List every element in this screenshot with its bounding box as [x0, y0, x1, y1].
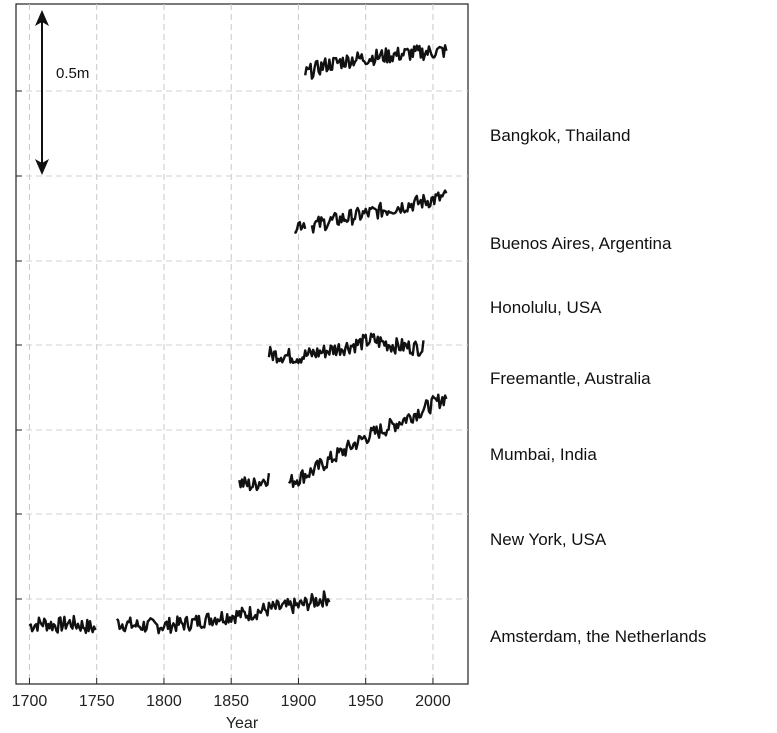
x-tick-label: 1900: [281, 693, 317, 710]
series-label: Freemantle, Australia: [490, 369, 651, 388]
scale-arrow-up-icon: [35, 10, 49, 26]
gridlines: [16, 4, 468, 684]
x-tick-label: 1950: [348, 693, 384, 710]
series-label: Honolulu, USA: [490, 298, 602, 317]
series-line: [267, 332, 425, 365]
x-axis-title: Year: [226, 715, 259, 732]
scale-bar-label: 0.5m: [56, 65, 89, 82]
scale-arrow-down-icon: [35, 159, 49, 175]
series-label: Buenos Aires, Argentina: [490, 234, 672, 253]
series-line: [287, 393, 448, 489]
series-label: Mumbai, India: [490, 445, 597, 464]
series-line: [238, 473, 271, 492]
series-label: Amsterdam, the Netherlands: [490, 627, 706, 646]
series-line: [310, 189, 448, 234]
series-line: [28, 614, 97, 635]
series-lines: [28, 44, 448, 635]
x-tick-label: 1750: [79, 693, 115, 710]
series-label: New York, USA: [490, 530, 607, 549]
axis-ticks: 1700 1750 1800 1850 1900 1950 2000: [12, 678, 451, 710]
x-tick-label: 1700: [12, 693, 48, 710]
series-label: Bangkok, Thailand: [490, 126, 631, 145]
series-line: [304, 44, 448, 80]
x-tick-label: 2000: [415, 693, 451, 710]
x-tick-label: 1850: [213, 693, 249, 710]
scale-bar: 0.5m: [35, 10, 89, 175]
series-labels: Amsterdam, the Netherlands New York, USA M…: [490, 126, 706, 646]
series-line: [115, 590, 331, 635]
x-tick-label: 1800: [146, 693, 182, 710]
plot-area: [15, 3, 469, 685]
series-line: [293, 220, 307, 235]
